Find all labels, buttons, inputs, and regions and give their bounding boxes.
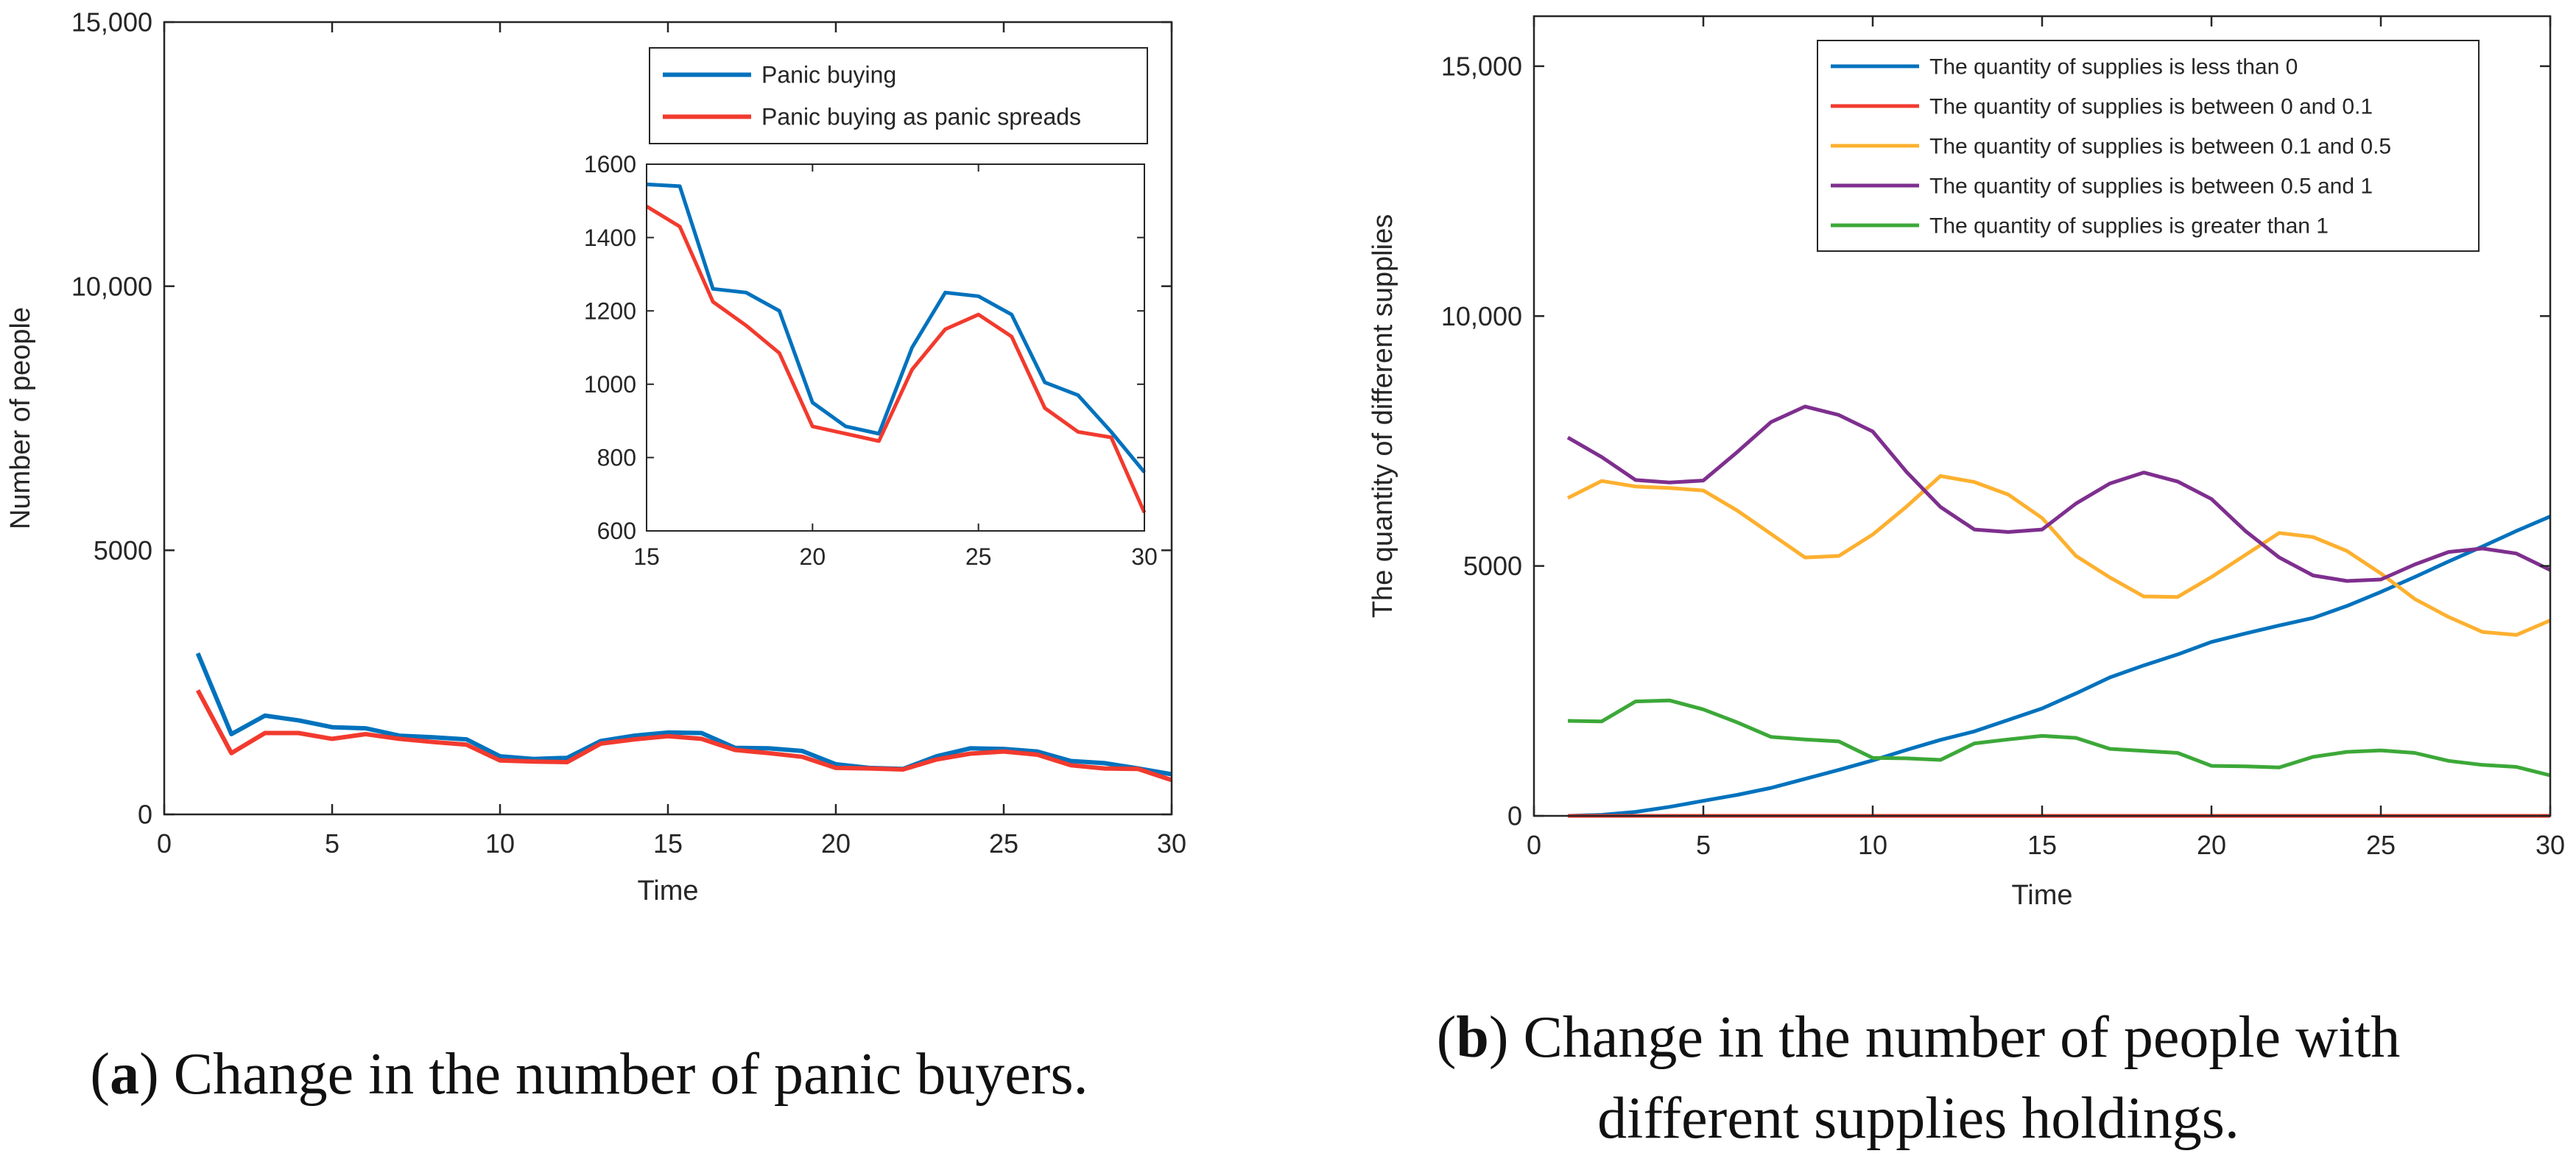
panel-a-inset-series-line-1 (646, 182, 1146, 473)
panel-b-legend-box (1817, 40, 2480, 252)
panel-b-y-tick-label: 15,000 (1441, 51, 1522, 81)
panel-b-legend-label: The quantity of supplies is between 0.1 … (1929, 135, 2391, 159)
panel-a-x-tick-label: 20 (821, 828, 851, 859)
panel-a-inset-x-tick-label: 20 (800, 543, 826, 570)
caption-b-open-paren: ( (1437, 1005, 1457, 1070)
caption-a-text: ) Change in the number of panic buyers. (139, 1042, 1088, 1107)
panel-a-inset-y-tick-label: 1600 (584, 151, 636, 177)
panel-a-x-tick-label: 10 (485, 828, 515, 859)
panel-a-x-tick-label: 15 (653, 828, 683, 859)
panel-a-legend: Panic buying Panic buying as panic spread… (649, 47, 1148, 144)
panel-a-legend-box (649, 47, 1148, 144)
panel-b-x-tick-label: 10 (1858, 830, 1887, 860)
panel-b-y-tick-label: 0 (1507, 801, 1522, 831)
panel-b-legend-label: The quantity of supplies is greater than… (1929, 214, 2329, 239)
panel-b-y-tick-label: 10,000 (1441, 301, 1522, 331)
panel-b-legend-label: The quantity of supplies is less than 0 (1929, 55, 2298, 80)
panel-a-inset-y-tick-label: 1000 (584, 371, 636, 398)
caption-b-text: ) Change in the number of people with (1489, 1005, 2400, 1070)
panel-a-inset-series-line-2 (645, 205, 1147, 514)
panel-a-series-line-1 (195, 652, 1172, 777)
panel-a-inset-plot-area (647, 164, 1144, 531)
panel-b-x-tick-label: 0 (1527, 830, 1541, 860)
panel-b-x-tick-label: 15 (2027, 830, 2057, 860)
panel-a-y-tick-label: 15,000 (71, 7, 152, 38)
panel-b-y-axis-label: The quantity of different supplies (1368, 214, 1398, 619)
panel-a-inset-x-tick-label: 25 (965, 543, 992, 570)
caption-b-label: b (1456, 1005, 1489, 1070)
panel-a-inset-x-tick-label: 15 (633, 543, 660, 570)
panel-a-x-axis-label: Time (637, 876, 698, 906)
panel-a-y-tick-label: 10,000 (71, 271, 152, 301)
panel-a-y-tick-label: 5000 (94, 535, 152, 566)
panel-a-legend-label: Panic buying as panic spreads (761, 104, 1081, 130)
panel-a-y-axis-label: Number of people (5, 307, 36, 529)
panel-b-series-line-5 (1567, 698, 2551, 778)
panel-b-chart: 0 5 10 15 20 25 30 0 5000 10,000 15,000 Time The qua… (1368, 15, 2565, 911)
panel-a-inset-y-tick-label: 600 (597, 518, 636, 544)
panel-a-x-tick-label: 30 (1157, 828, 1186, 859)
caption-b-line2: different supplies holdings. (1597, 1086, 2239, 1151)
panel-a-legend-label: Panic buying (761, 62, 896, 88)
panel-a-x-tick-label: 5 (325, 828, 339, 859)
panel-b-legend-label: The quantity of supplies is between 0.5 … (1929, 175, 2373, 199)
caption-a-open-paren: ( (90, 1042, 110, 1107)
panel-b-y-tick-label: 5000 (1463, 551, 1522, 581)
panel-b-x-tick-label: 5 (1696, 830, 1711, 860)
panel-a-series-line-2 (195, 688, 1172, 783)
panel-a-inset-chart: 15 20 25 30 600 800 1000 1200 1400 1600 (584, 151, 1158, 570)
caption-a: (a) Change in the number of panic buyers… (90, 1042, 1088, 1107)
panel-b-x-tick-label: 25 (2366, 830, 2396, 860)
panel-b-series-line-4 (1566, 404, 2552, 583)
panel-a-x-tick-label: 0 (157, 828, 172, 859)
caption-a-label: a (110, 1042, 139, 1107)
panel-b-x-tick-label: 30 (2535, 830, 2565, 860)
panel-b-x-axis-label: Time (2011, 880, 2072, 911)
panel-a-inset-y-tick-label: 1400 (584, 225, 636, 251)
panel-a-inset-axes-frame (646, 163, 1145, 532)
panel-a-y-tick-label: 0 (138, 800, 152, 830)
panel-a-x-tick-label: 25 (989, 828, 1018, 859)
panel-a-inset-y-tick-label: 800 (597, 445, 636, 471)
panel-b-legend-label: The quantity of supplies is between 0 an… (1929, 95, 2373, 119)
caption-b-line1: (b) Change in the number of people with (1437, 1005, 2401, 1070)
panel-b-legend: The quantity of supplies is less than 0 T… (1817, 40, 2480, 252)
panel-a-inset-x-tick-label: 30 (1131, 543, 1158, 570)
panel-a-inset-y-tick-label: 1200 (584, 297, 636, 324)
panel-b-series-line-1 (1567, 515, 2551, 818)
panel-b-x-tick-label: 20 (2197, 830, 2226, 860)
